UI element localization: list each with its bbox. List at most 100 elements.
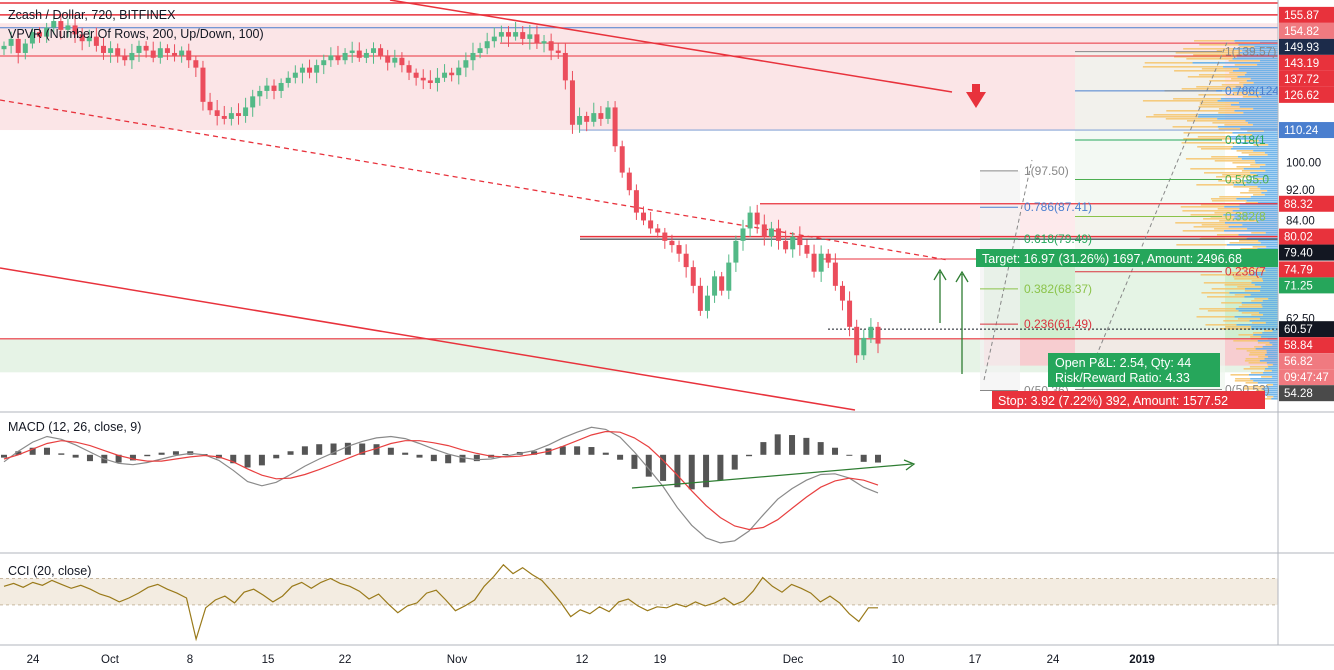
vpvr-bar-up (1236, 56, 1278, 58)
candle-body (825, 253, 831, 263)
fib-left-label: 1(97.50) (1024, 164, 1069, 178)
candle-body (648, 220, 654, 229)
macd-histogram-bar (43, 447, 50, 455)
macd-histogram-bar (316, 444, 323, 455)
vpvr-bar-up (1233, 184, 1278, 186)
fib-right-label: 0.382(8 (1225, 210, 1266, 224)
vpvr-bar-up (1262, 314, 1278, 316)
candle-body (619, 146, 625, 173)
vpvr-bar-up (1236, 324, 1278, 326)
fib-left-trend (983, 159, 1033, 381)
vpvr-bar-down (1243, 388, 1262, 390)
vpvr-bar-up (1259, 92, 1278, 94)
vpvr-bar-up (1224, 230, 1278, 232)
vpvr-bar-up (1248, 176, 1278, 178)
vpvr-bar-down (1252, 246, 1267, 248)
price-label: 149.93 (1284, 42, 1319, 54)
candle-body (221, 115, 227, 119)
vpvr-bar-down (1225, 326, 1252, 328)
price-label: 88.32 (1284, 199, 1313, 211)
vpvr-bar-up (1234, 40, 1278, 42)
candle-body (385, 55, 391, 63)
vpvr-bar-up (1238, 102, 1278, 104)
vpvr-bar-up (1247, 228, 1278, 230)
candle-body (129, 52, 135, 61)
macd-histogram-bar (459, 454, 466, 463)
vpvr-bar-down (1200, 204, 1240, 206)
vpvr-bar-down (1203, 282, 1252, 284)
vpvr-bar-up (1260, 188, 1278, 190)
candle-body (697, 285, 703, 311)
vpvr-bar-down (1146, 116, 1198, 118)
candle-body (65, 25, 71, 30)
vpvr-bar-down (1196, 184, 1234, 186)
candle-body (548, 41, 554, 51)
candle-body (392, 57, 398, 63)
candle-body (406, 65, 412, 73)
vpvr-bar-up (1267, 190, 1278, 192)
vpvr-bar-down (1251, 322, 1266, 324)
vpvr-bar-up (1243, 112, 1278, 114)
vpvr-bar-up (1232, 132, 1278, 134)
vpvr-bar-down (1229, 72, 1247, 74)
vpvr-bar-down (1216, 234, 1239, 236)
vpvr-bar-down (1228, 60, 1260, 62)
vpvr-bar-down (1175, 222, 1225, 224)
vpvr-bar-down (1254, 298, 1269, 300)
vpvr-bar-up (1234, 316, 1278, 318)
vpvr-bar-down (1238, 334, 1254, 336)
candle-body (363, 52, 369, 58)
macd-histogram-bar (29, 447, 36, 455)
vpvr-bar-down (1196, 316, 1235, 318)
candle-body (747, 212, 753, 229)
cci-line (3, 563, 878, 642)
macd-histogram-bar (502, 454, 509, 456)
vpvr-bar-up (1259, 276, 1278, 278)
vpvr-bar-up (1250, 172, 1278, 174)
candle-body (768, 228, 774, 237)
macd-histogram-bar (473, 454, 480, 462)
vpvr-bar-up (1234, 216, 1278, 218)
vpvr-bar-up (1239, 204, 1278, 206)
vpvr-bar-up (1243, 84, 1278, 86)
candle-body (605, 107, 611, 119)
vpvr-bar-up (1253, 108, 1278, 110)
vpvr-bar-up (1217, 118, 1278, 120)
macd-title: MACD (12, 26, close, 9) (8, 420, 141, 434)
vpvr-bar-down (1176, 244, 1227, 246)
candle-body (427, 80, 433, 83)
macd-histogram-bar (244, 454, 251, 468)
vpvr-bar-down (1256, 270, 1266, 272)
vpvr-bar-down (1181, 142, 1237, 144)
vpvr-bar-down (1245, 382, 1258, 384)
vpvr-bar-down (1249, 366, 1269, 368)
candle-body (307, 67, 313, 73)
price-label-box (1279, 353, 1334, 370)
vpvr-bar-up (1265, 354, 1278, 356)
vpvr-bar-up (1250, 78, 1278, 80)
time-tick: 22 (339, 654, 352, 666)
candle-body (875, 326, 881, 344)
vpvr-bar-up (1266, 362, 1278, 364)
vpvr-bar-up (1261, 388, 1278, 390)
candle-body (93, 36, 99, 46)
vpvr-bar-down (1201, 148, 1231, 150)
vpvr-bar-down (1254, 178, 1265, 180)
vpvr-bar-down (1207, 310, 1239, 312)
vpvr-bar-down (1218, 128, 1241, 130)
vpvr-bar-up (1261, 192, 1278, 194)
vpvr-bar-up (1241, 158, 1278, 160)
vpvr-title: VPVR (Number Of Rows, 200, Up/Down, 100) (8, 27, 264, 41)
vpvr-bar-up (1260, 286, 1278, 288)
vpvr-bar-down (1258, 356, 1268, 358)
candle-body (58, 21, 64, 30)
candle-body (641, 212, 647, 221)
candle-body (370, 48, 376, 53)
fib-left-label: 0.786(87.41) (1024, 200, 1092, 214)
macd-histogram-bar (789, 435, 796, 455)
candle-body (193, 60, 199, 68)
vpvr-bar-down (1193, 54, 1243, 56)
trendline-lower (0, 267, 856, 411)
